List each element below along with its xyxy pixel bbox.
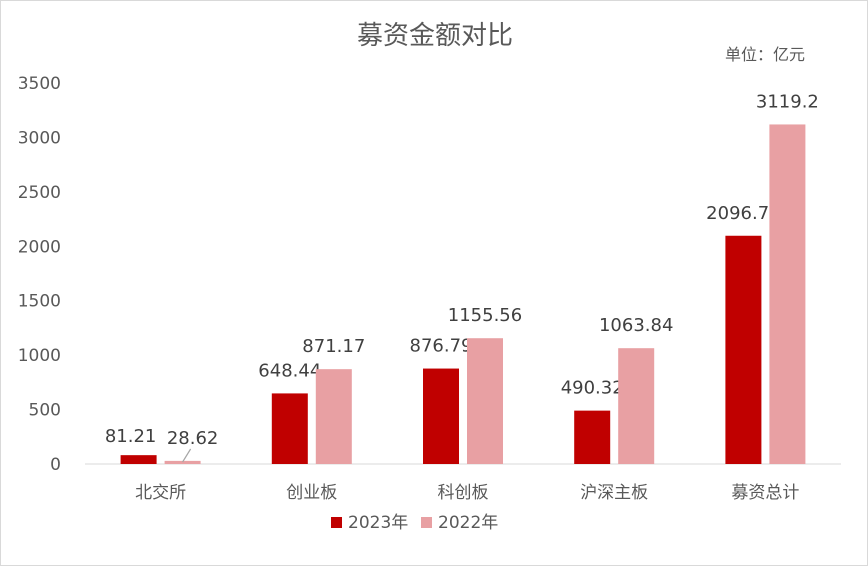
y-tick-label: 3000 bbox=[18, 128, 61, 148]
data-label-leader-line bbox=[182, 448, 192, 463]
data-label: 2096.77 bbox=[706, 203, 780, 224]
y-tick-label: 3500 bbox=[18, 74, 61, 94]
data-label: 490.32 bbox=[561, 378, 624, 399]
y-tick-label: 1000 bbox=[18, 346, 61, 366]
y-tick-label: 1500 bbox=[18, 292, 61, 312]
y-tick-label: 2000 bbox=[18, 237, 61, 257]
bar bbox=[725, 235, 762, 464]
legend-label: 2022年 bbox=[438, 513, 498, 533]
bar bbox=[769, 124, 806, 465]
data-label: 648.44 bbox=[258, 360, 321, 381]
bar bbox=[120, 455, 157, 464]
bar bbox=[423, 368, 459, 464]
bar bbox=[618, 348, 655, 464]
bar bbox=[574, 410, 611, 464]
data-label: 1155.56 bbox=[448, 305, 522, 326]
x-category-label: 科创板 bbox=[438, 483, 489, 503]
y-tick-label: 0 bbox=[50, 455, 61, 475]
data-label: 28.62 bbox=[167, 428, 219, 449]
data-label: 876.79 bbox=[410, 336, 473, 357]
chart-title: 募资金额对比 bbox=[356, 21, 513, 51]
data-label: 1063.84 bbox=[599, 315, 673, 336]
legend-label: 2023年 bbox=[348, 513, 408, 533]
data-label: 3119.2 bbox=[756, 91, 819, 112]
y-tick-label: 500 bbox=[29, 401, 61, 421]
legend-swatch bbox=[331, 517, 342, 528]
x-category-label: 募资总计 bbox=[731, 483, 799, 503]
bar bbox=[467, 338, 503, 464]
legend-swatch bbox=[421, 517, 432, 528]
y-tick-label: 2500 bbox=[18, 183, 61, 203]
x-category-label: 北交所 bbox=[135, 483, 186, 503]
bar bbox=[271, 393, 308, 464]
bar bbox=[315, 369, 352, 464]
unit-label: 单位：亿元 bbox=[724, 45, 805, 64]
x-category-label: 沪深主板 bbox=[580, 483, 648, 503]
data-label: 81.21 bbox=[105, 426, 157, 447]
x-category-label: 创业板 bbox=[286, 483, 337, 503]
data-label: 871.17 bbox=[302, 336, 365, 357]
bar bbox=[164, 460, 201, 464]
